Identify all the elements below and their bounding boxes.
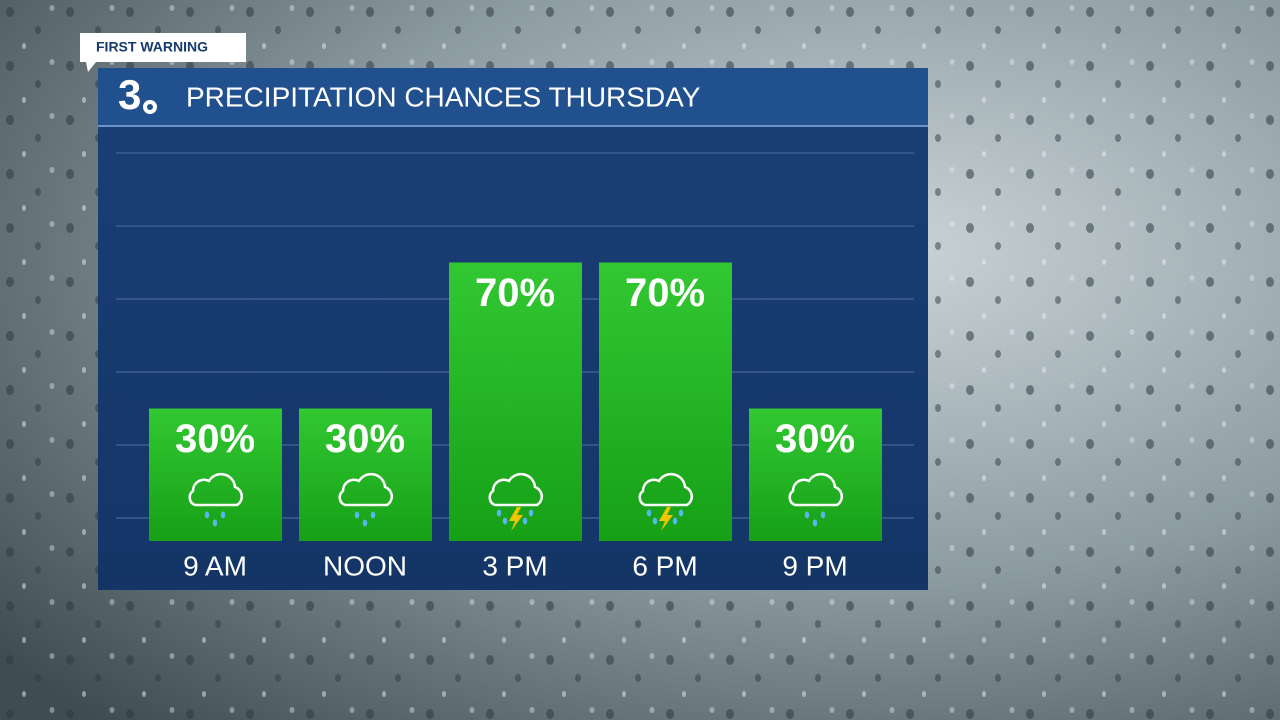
raindrop — [204, 511, 210, 519]
badge: FIRST WARNING — [96, 39, 208, 55]
cloud — [188, 472, 244, 507]
rain-icon — [788, 472, 844, 527]
x-tick-label: 3 PM — [482, 550, 547, 581]
storm-icon — [638, 472, 694, 531]
x-tick-label: NOON — [323, 550, 407, 581]
raindrop — [646, 509, 652, 517]
value-label: 70% — [625, 271, 705, 315]
raindrop — [528, 509, 534, 517]
x-tick-label: 6 PM — [632, 550, 697, 581]
value-label: 30% — [775, 417, 855, 461]
header-bar — [98, 68, 928, 126]
bar — [599, 262, 732, 541]
chart-title: PRECIPITATION CHANCES THURSDAY — [186, 81, 701, 112]
header-rule — [98, 125, 928, 127]
lightning — [659, 507, 673, 531]
raindrop — [220, 511, 226, 519]
raindrop — [362, 519, 368, 527]
x-tick-label: 9 PM — [782, 550, 847, 581]
cloud — [488, 472, 544, 507]
raindrop — [812, 519, 818, 527]
plot: 9 AM 30% NOON 30% 3 PM 70% 6 PM 70% 9 PM 30% — [116, 152, 914, 581]
raindrop — [678, 509, 684, 517]
cloud — [788, 472, 844, 507]
lightning — [509, 507, 523, 531]
raindrop — [652, 517, 658, 525]
x-tick-label: 9 AM — [183, 550, 247, 581]
bar — [449, 262, 582, 541]
raindrop — [354, 511, 360, 519]
raindrop — [370, 511, 376, 519]
raindrop — [212, 519, 218, 527]
raindrop — [804, 511, 810, 519]
value-label: 30% — [175, 417, 255, 461]
raindrop — [522, 517, 528, 525]
cloud — [338, 472, 394, 507]
value-label: 30% — [325, 417, 405, 461]
raindrop — [672, 517, 678, 525]
raindrop — [820, 511, 826, 519]
cloud — [638, 472, 694, 507]
raindrop — [496, 509, 502, 517]
rain-icon — [188, 472, 244, 527]
value-label: 70% — [475, 271, 555, 315]
badge-box — [80, 33, 246, 72]
rain-icon — [338, 472, 394, 527]
storm-icon — [488, 472, 544, 531]
logo-eye-pupil — [147, 104, 153, 110]
raindrop — [502, 517, 508, 525]
logo: 3 — [118, 71, 141, 118]
